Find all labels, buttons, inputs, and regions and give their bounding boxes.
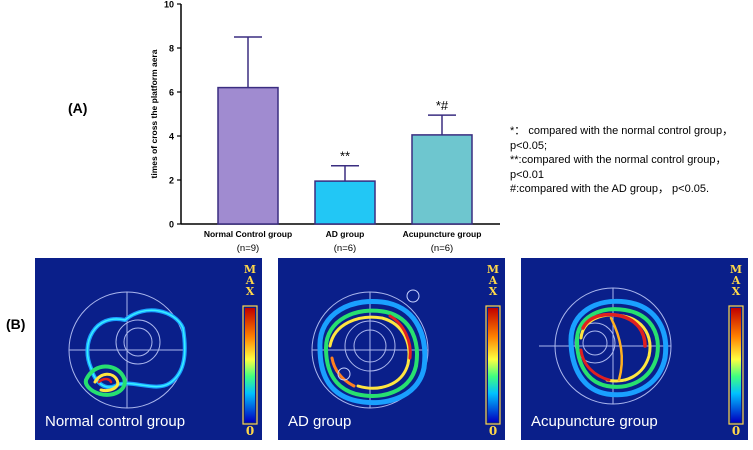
scale-min-label: 0 bbox=[245, 424, 255, 438]
category-label: Acupuncture group bbox=[403, 229, 482, 239]
category-label: Normal Control group bbox=[204, 229, 292, 239]
y-tick-label: 0 bbox=[169, 220, 174, 230]
note-line-3: #:compared with the AD group， p<0.05. bbox=[510, 183, 710, 195]
category-label: AD group bbox=[326, 229, 365, 239]
significance-notes: *： compared with the normal control grou… bbox=[510, 124, 750, 197]
sample-size-label: (n=6) bbox=[431, 243, 453, 254]
maze-caption: AD group bbox=[288, 413, 352, 430]
note-line-1: *： compared with the normal control grou… bbox=[510, 125, 734, 152]
panel-b-label: (B) bbox=[6, 316, 26, 332]
note-line-2: **:compared with the normal control grou… bbox=[510, 154, 727, 181]
sample-size-label: (n=9) bbox=[237, 243, 259, 254]
y-tick-label: 8 bbox=[169, 44, 174, 54]
significance-label: *# bbox=[436, 98, 449, 113]
swim-track-heatmap bbox=[35, 258, 262, 440]
swim-track-heatmap bbox=[521, 258, 748, 440]
significance-label: ** bbox=[340, 149, 350, 164]
bar-chart: 0 2 4 6 8 10 times of cross the platform aera N… bbox=[149, 0, 500, 254]
bar bbox=[314, 180, 376, 225]
scale-min-label: 0 bbox=[488, 424, 498, 438]
bar bbox=[411, 134, 473, 225]
maze-caption: Normal control group bbox=[45, 413, 186, 430]
y-axis-label: times of cross the platform aera bbox=[149, 49, 159, 178]
maze-caption: Acupuncture group bbox=[531, 413, 658, 430]
sample-size-label: (n=6) bbox=[334, 243, 356, 254]
scale-min-label: 0 bbox=[731, 424, 741, 438]
panel-a-label: (A) bbox=[68, 100, 88, 116]
y-tick-label: 2 bbox=[169, 176, 174, 186]
y-tick-label: 4 bbox=[169, 132, 174, 142]
swim-track-heatmap bbox=[278, 258, 505, 440]
bar bbox=[217, 86, 279, 225]
y-tick-label: 6 bbox=[169, 88, 174, 98]
y-tick-label: 10 bbox=[164, 0, 174, 10]
